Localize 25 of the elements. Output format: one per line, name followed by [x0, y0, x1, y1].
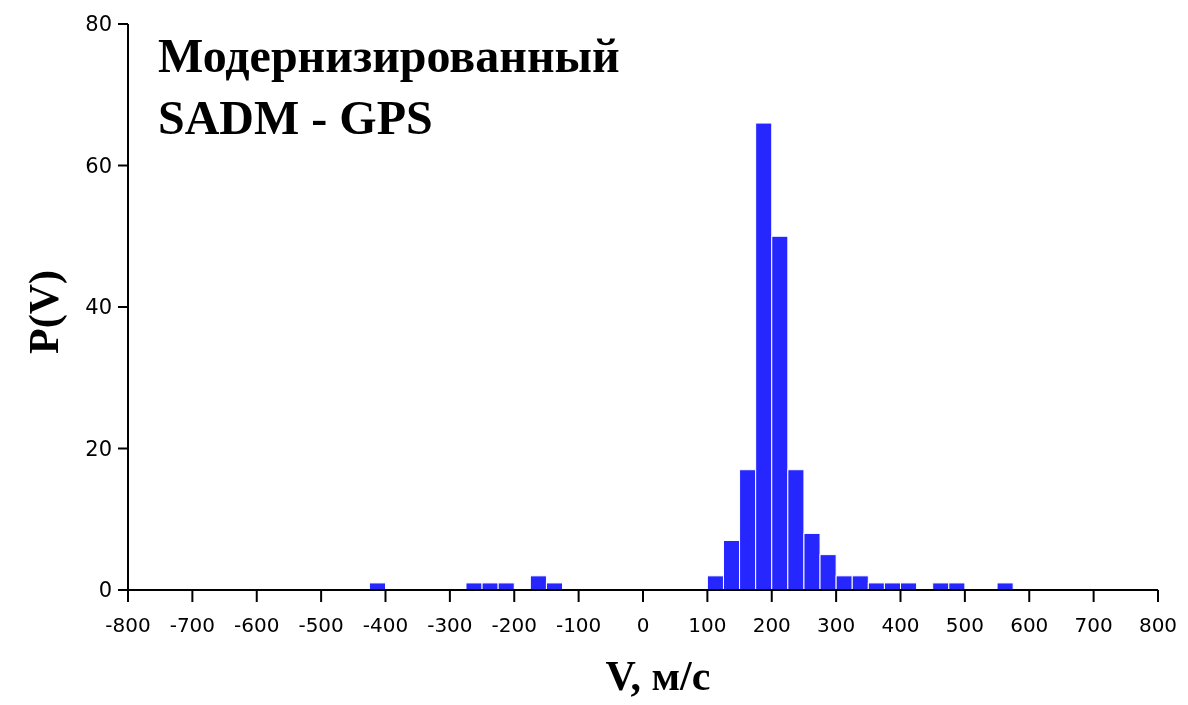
x-tick-label: -400 — [362, 613, 409, 637]
y-tick-label: 60 — [85, 153, 112, 178]
y-tick-label: 40 — [85, 295, 112, 320]
x-tick-label: 600 — [1010, 613, 1049, 637]
x-tick-label: 400 — [881, 613, 920, 637]
x-tick-label: 700 — [1074, 613, 1113, 637]
x-axis-title: V, м/с — [605, 653, 711, 699]
x-tick-label: -300 — [427, 613, 473, 637]
x-tick-label: -200 — [491, 613, 537, 637]
x-tick-label: -600 — [234, 613, 280, 637]
y-axis-title: P(V) — [21, 270, 68, 354]
y-tick-label: 20 — [85, 436, 112, 461]
x-tick-label: -100 — [555, 613, 602, 637]
x-tick-label: 100 — [688, 613, 727, 637]
y-tick-label: 80 — [85, 12, 112, 37]
x-tick-label: -800 — [105, 613, 151, 637]
x-tick-label: -700 — [169, 613, 216, 637]
x-tick-label: 800 — [1138, 613, 1178, 637]
y-tick-label: 0 — [98, 578, 112, 603]
x-tick-label: 0 — [636, 613, 650, 637]
x-tick-label: 500 — [945, 613, 984, 637]
x-tick-label: 300 — [817, 613, 856, 637]
text: Модернизированный SADM - GPS — [158, 29, 620, 144]
x-tick-label: 200 — [752, 613, 791, 637]
x-tick-label: -500 — [298, 613, 344, 637]
